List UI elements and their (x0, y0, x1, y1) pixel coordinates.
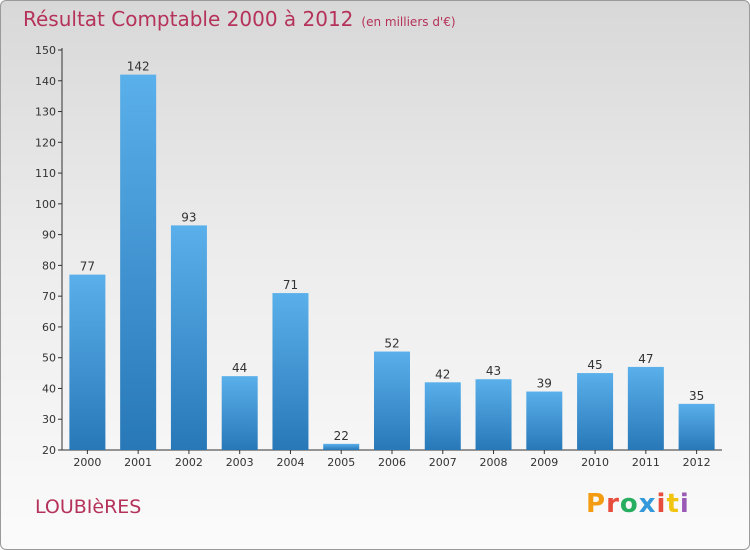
data-label: 77 (80, 260, 95, 274)
x-tick-label: 2012 (683, 456, 711, 469)
chart-title: Résultat Comptable 2000 à 2012 (en millie… (23, 7, 456, 31)
data-label: 47 (638, 352, 653, 366)
x-tick-label: 2006 (378, 456, 406, 469)
data-label: 22 (334, 429, 349, 443)
y-tick-label: 110 (35, 167, 56, 180)
data-label: 52 (384, 337, 399, 351)
bar (577, 373, 614, 450)
data-label: 71 (283, 278, 298, 292)
bar (323, 443, 360, 450)
y-tick-label: 130 (35, 106, 56, 119)
bar (475, 379, 512, 450)
y-tick-label: 140 (35, 75, 56, 88)
logo-letter: P (586, 489, 607, 519)
bar (424, 382, 461, 450)
logo-letter: i (679, 489, 690, 519)
logo-letter: x (638, 489, 657, 519)
bar (526, 391, 563, 450)
logo-letter: r (606, 489, 620, 519)
bar (272, 293, 309, 450)
logo-letter: i (656, 489, 667, 519)
bar (374, 351, 410, 450)
y-tick-label: 120 (35, 136, 56, 149)
data-label: 42 (435, 367, 450, 381)
data-label: 142 (127, 60, 150, 74)
bar (221, 376, 258, 450)
y-tick-label: 40 (42, 382, 56, 395)
x-tick-label: 2008 (480, 456, 508, 469)
bar (120, 74, 157, 450)
data-label: 39 (537, 377, 552, 391)
y-tick-label: 90 (42, 229, 56, 242)
x-tick-label: 2009 (530, 456, 558, 469)
x-tick-label: 2007 (429, 456, 457, 469)
bar (69, 274, 106, 450)
commune-name: LOUBIèRES (35, 496, 142, 518)
x-tick-label: 2001 (124, 456, 152, 469)
proxiti-logo: Proxiti (586, 489, 690, 519)
y-tick-label: 70 (42, 290, 56, 303)
bar (678, 403, 715, 450)
y-tick-label: 60 (42, 321, 56, 334)
chart-subtitle: (en milliers d'€) (361, 15, 456, 29)
logo-letter: t (666, 489, 680, 519)
x-tick-label: 2010 (581, 456, 609, 469)
y-tick-label: 50 (42, 352, 56, 365)
y-tick-label: 20 (42, 444, 56, 457)
y-tick-label: 100 (35, 198, 56, 211)
x-tick-label: 2011 (632, 456, 660, 469)
data-label: 43 (486, 364, 501, 378)
data-label: 44 (232, 361, 247, 375)
logo-letter: o (619, 489, 639, 519)
data-label: 35 (689, 389, 704, 403)
bar (627, 366, 664, 450)
x-tick-label: 2004 (276, 456, 304, 469)
data-label: 45 (587, 358, 602, 372)
x-tick-label: 2002 (175, 456, 203, 469)
y-tick-label: 150 (35, 44, 56, 57)
bar (170, 225, 207, 450)
title-text: Résultat Comptable 2000 à 2012 (23, 7, 354, 31)
y-tick-label: 80 (42, 259, 56, 272)
y-tick-label: 30 (42, 413, 56, 426)
x-tick-label: 2003 (226, 456, 254, 469)
data-label: 93 (181, 210, 196, 224)
x-tick-label: 2005 (327, 456, 355, 469)
x-tick-label: 2000 (73, 456, 101, 469)
